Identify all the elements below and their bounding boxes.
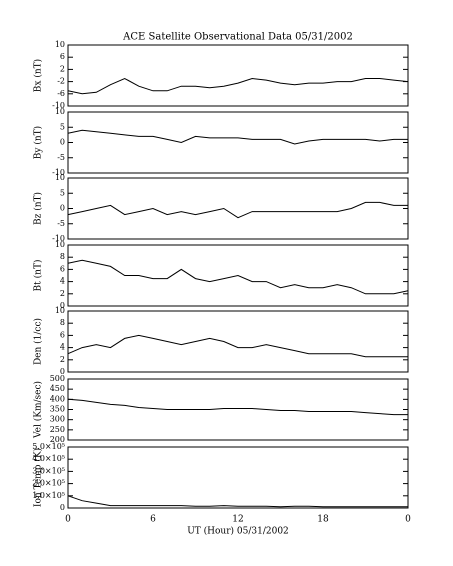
- y-tick-label: 4: [60, 343, 65, 352]
- plot-frame: [67, 44, 409, 107]
- data-line: [67, 334, 408, 358]
- y-tick-label: 5: [60, 122, 65, 131]
- y-tick-label: -6: [57, 89, 65, 98]
- y-tick-label: 0: [60, 204, 65, 213]
- plot-frame: [67, 111, 409, 174]
- plot-frame: [67, 310, 409, 373]
- data-line: [67, 259, 409, 295]
- y-tick-label: 450: [50, 384, 65, 393]
- y-tick-label: 1.0×10⁵: [32, 491, 65, 500]
- y-tick-label: 4: [60, 277, 65, 286]
- y-tick-label: 10: [55, 240, 65, 249]
- y-tick-label: -5: [57, 153, 65, 162]
- y-tick-label: 3.0×10⁵: [32, 466, 65, 475]
- y-axis-label: Bt (nT): [33, 260, 44, 292]
- y-tick-label: 10: [55, 40, 65, 49]
- data-line: [67, 77, 409, 95]
- data-line: [67, 398, 408, 416]
- y-tick-label: 5.0×10⁵: [32, 442, 65, 451]
- y-axis-label: Bz (nT): [33, 192, 44, 225]
- y-tick-label: 6: [60, 330, 65, 339]
- y-tick-label: 2: [60, 355, 65, 364]
- data-line: [67, 495, 408, 508]
- y-tick-label: 200: [50, 435, 65, 444]
- x-tick-label: 0: [65, 515, 71, 525]
- plot-frame: [67, 378, 409, 441]
- y-tick-label: 6: [60, 52, 65, 61]
- y-tick-label: 10: [55, 107, 65, 116]
- y-tick-label: 500: [50, 374, 65, 383]
- data-line: [67, 129, 408, 145]
- y-tick-label: 5: [60, 188, 65, 197]
- x-tick-label: 6: [150, 515, 156, 525]
- plot-frame: [67, 446, 409, 509]
- y-tick-label: -10: [52, 101, 65, 110]
- y-axis-label: Vel (Km/sec): [33, 381, 44, 439]
- y-tick-label: 10: [55, 306, 65, 315]
- x-axis-label: UT (Hour) 05/31/2002: [187, 526, 289, 537]
- chart-title: ACE Satellite Observational Data 05/31/2…: [122, 32, 353, 43]
- y-tick-label: 0: [60, 367, 65, 376]
- y-tick-label: 0: [60, 301, 65, 310]
- y-tick-label: 8: [60, 318, 65, 327]
- y-tick-label: 300: [50, 415, 65, 424]
- plot-frame: [67, 177, 409, 240]
- y-axis-label: Ion Temp (K): [33, 448, 44, 507]
- data-line: [67, 201, 408, 219]
- x-tick-label: 12: [232, 515, 243, 525]
- y-axis-label: Bx (nT): [33, 59, 44, 92]
- y-tick-label: -10: [52, 234, 65, 243]
- y-axis-label: By (nT): [33, 126, 44, 159]
- y-tick-label: 0: [60, 503, 65, 512]
- y-tick-label: -2: [57, 77, 65, 86]
- y-tick-label: -5: [57, 219, 65, 228]
- y-tick-label: 10: [55, 173, 65, 182]
- y-tick-label: 350: [50, 405, 65, 414]
- y-tick-label: 8: [60, 252, 65, 261]
- x-tick-label: 0: [405, 515, 411, 525]
- y-tick-label: 2.0×10⁵: [32, 479, 65, 488]
- plot-frame: [67, 244, 409, 307]
- y-tick-label: 6: [60, 264, 65, 273]
- x-tick-label: 18: [317, 515, 329, 525]
- y-tick-label: 4.0×10⁵: [32, 454, 65, 463]
- y-axis-label: Den (1/cc): [33, 318, 44, 365]
- y-tick-label: 250: [50, 425, 65, 434]
- y-tick-label: 400: [50, 394, 65, 403]
- y-tick-label: 2: [60, 64, 65, 73]
- y-tick-label: -10: [52, 168, 65, 177]
- y-tick-label: 2: [60, 289, 65, 298]
- y-tick-label: 0: [60, 138, 65, 147]
